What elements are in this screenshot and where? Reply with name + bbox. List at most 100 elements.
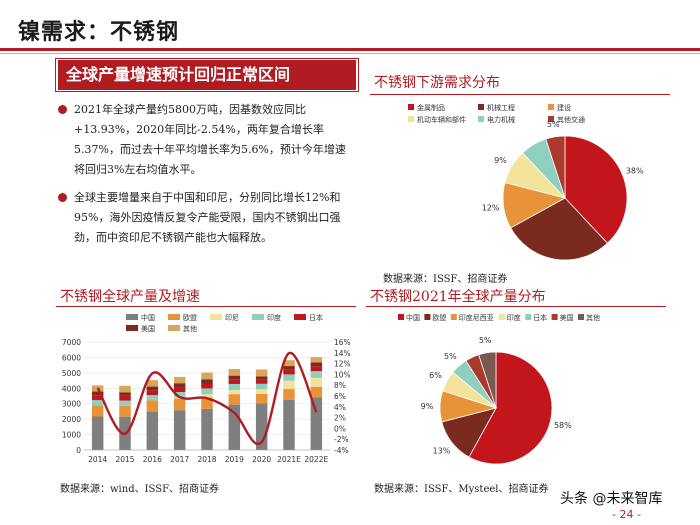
prod-y2tick-2: 0% — [334, 424, 346, 433]
bullet-dot-icon — [58, 105, 67, 114]
prod-legend-swatch-1 — [168, 314, 180, 320]
prod-y2tick-10: 16% — [334, 338, 351, 347]
prod-bar-2021E-5 — [283, 366, 295, 370]
prod-bar-2022E-0 — [310, 397, 323, 450]
prod-bar-2016-0 — [146, 411, 159, 450]
share-value-label-4: 5% — [444, 352, 457, 361]
prod-bar-2018-1 — [201, 397, 213, 409]
share-legend-swatch-5 — [551, 314, 558, 320]
share-value-label-3: 6% — [429, 371, 442, 380]
prod-ytick-7: 7000 — [62, 338, 81, 347]
share-value-label-6: 5% — [479, 336, 492, 345]
prod-legend-label-6: 其他 — [183, 324, 197, 333]
prod-bar-2019-1 — [228, 394, 241, 405]
prod-xtick-1: 2015 — [115, 455, 134, 464]
share-legend-label-5: 美国 — [560, 313, 574, 322]
demand-slice-1 — [510, 197, 609, 261]
prod-y2tick-7: 10% — [334, 370, 351, 379]
prod-bar-2021E-0 — [283, 399, 295, 450]
prod-bar-2014-5 — [91, 391, 104, 396]
share-slice-6 — [478, 351, 497, 409]
prod-ytick-2: 2000 — [62, 415, 81, 424]
prod-bar-2020-6 — [255, 369, 268, 377]
prod-ytick-1: 1000 — [62, 431, 81, 440]
prod-legend-swatch-5 — [126, 325, 138, 331]
prod-bar-2016-1 — [146, 400, 159, 412]
prod-bar-2022E-5 — [310, 362, 323, 367]
share-legend-label-4: 日本 — [533, 313, 547, 322]
prod-bar-2017-3 — [173, 391, 186, 398]
prod-legend-swatch-6 — [168, 325, 180, 331]
production-chart-title: 不锈钢全球产量及增速 — [60, 289, 200, 305]
prod-bar-2022E-3 — [310, 371, 323, 378]
prod-xtick-8: 2022E — [304, 455, 328, 464]
demand-legend-label-2: 建设 — [557, 103, 571, 112]
prod-bar-2016-6 — [146, 380, 159, 387]
prod-bar-2021E-6 — [283, 360, 295, 367]
demand-legend-label-4: 电力机械 — [487, 115, 515, 124]
demand-legend-label-3: 机动车辆和部件 — [417, 115, 466, 124]
prod-ytick-6: 6000 — [62, 353, 81, 362]
prod-y2tick-6: 8% — [334, 381, 346, 390]
prod-bar-2018-2 — [201, 394, 213, 398]
prod-bar-2016-4 — [146, 390, 159, 396]
bullet-dot-icon — [58, 193, 67, 202]
prod-bar-2014-3 — [91, 400, 104, 406]
demand-legend-label-1: 机械工程 — [487, 103, 515, 112]
prod-bar-2018-3 — [201, 388, 213, 395]
demand-value-label-0: 38% — [626, 166, 644, 175]
demand-source: 数据来源：ISSF、招商证券 — [383, 274, 508, 285]
prod-bar-2018-4 — [201, 383, 213, 389]
share-legend-label-6: 其他 — [586, 313, 600, 322]
prod-bar-2017-5 — [173, 383, 186, 388]
prod-bar-2021E-4 — [283, 369, 295, 375]
prod-ytick-5: 5000 — [62, 369, 81, 378]
share-value-label-1: 13% — [433, 446, 451, 455]
prod-bar-2014-1 — [91, 405, 104, 417]
prod-bar-2022E-6 — [310, 357, 323, 363]
share-legend-swatch-4 — [525, 314, 532, 320]
demand-legend-label-5: 其他交通 — [557, 115, 585, 124]
prod-legend-label-4: 日本 — [309, 313, 323, 322]
prod-bar-2019-0 — [228, 404, 241, 450]
share-legend-label-2: 印度尼西亚 — [459, 313, 494, 322]
share-slice-0 — [468, 351, 553, 465]
demand-slice-5 — [545, 135, 566, 199]
prod-xtick-3: 2017 — [170, 455, 189, 464]
prod-ytick-3: 3000 — [62, 400, 81, 409]
prod-legend-swatch-3 — [252, 314, 264, 320]
prod-bar-2020-1 — [255, 393, 268, 404]
bullet-text-1: 2021年全球产量约5800万吨，因基数效应同比+13.93%，2020年同比-… — [74, 103, 346, 176]
banner-frame — [55, 58, 359, 92]
prod-ytick-0: 0 — [76, 446, 81, 455]
title-divider-thin — [0, 53, 700, 54]
prod-bar-2020-3 — [255, 383, 268, 390]
share-legend-swatch-0 — [398, 314, 404, 320]
bullet-item-1: 2021年全球产量约5800万吨，因基数效应同比+13.93%，2020年同比-… — [58, 100, 356, 180]
demand-legend-swatch-0 — [408, 104, 414, 110]
prod-bar-2015-4 — [119, 395, 131, 401]
prod-xtick-6: 2020 — [252, 455, 271, 464]
production-title-underline — [56, 306, 356, 307]
share-legend-swatch-3 — [498, 314, 505, 320]
prod-legend-label-0: 中国 — [141, 313, 155, 322]
prod-bar-2021E-1 — [283, 389, 295, 400]
prod-bar-2014-0 — [91, 416, 104, 450]
prod-bar-2019-2 — [228, 390, 241, 395]
prod-bar-2022E-2 — [310, 377, 323, 387]
prod-legend-label-5: 美国 — [141, 324, 155, 333]
prod-xtick-0: 2014 — [88, 455, 107, 464]
demand-title-underline — [370, 94, 670, 95]
share-chart-title: 不锈钢2021年全球产量分布 — [370, 289, 546, 305]
share-pie-chart: 中国 欧盟 印度尼西亚 印度 日本 美国 其他 58% 13% 9% 6% 5% 5% — [398, 313, 600, 465]
prod-bar-2018-0 — [201, 408, 213, 450]
demand-legend-swatch-4 — [478, 116, 484, 122]
prod-xtick-5: 2019 — [225, 455, 244, 464]
prod-bar-2017-4 — [173, 387, 186, 392]
page-number: - 24 - — [612, 508, 641, 521]
demand-value-label-3: 9% — [494, 156, 507, 165]
prod-ytick-4: 4000 — [62, 384, 81, 393]
prod-bar-2019-5 — [228, 375, 241, 380]
demand-legend-swatch-2 — [548, 104, 554, 110]
